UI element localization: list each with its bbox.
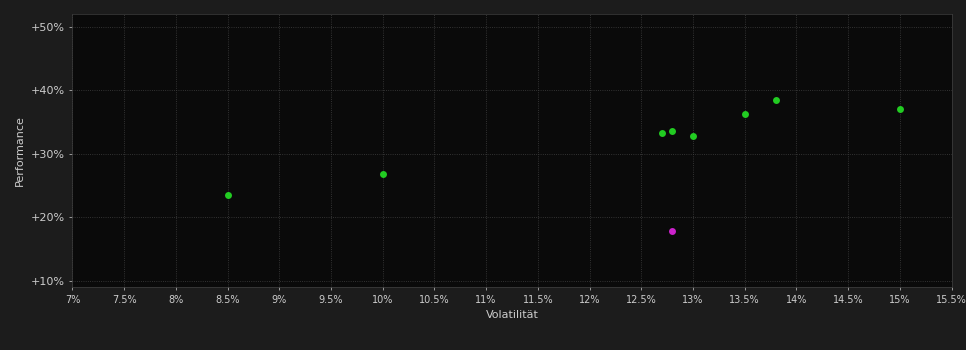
Point <box>892 106 907 112</box>
Point <box>220 192 236 198</box>
Point <box>737 112 753 117</box>
Point <box>375 171 390 177</box>
Point <box>685 133 700 139</box>
Point <box>768 97 783 103</box>
Point <box>654 131 669 136</box>
Y-axis label: Performance: Performance <box>15 115 25 186</box>
Point <box>665 228 680 234</box>
X-axis label: Volatilität: Volatilität <box>486 310 538 320</box>
Point <box>665 129 680 134</box>
